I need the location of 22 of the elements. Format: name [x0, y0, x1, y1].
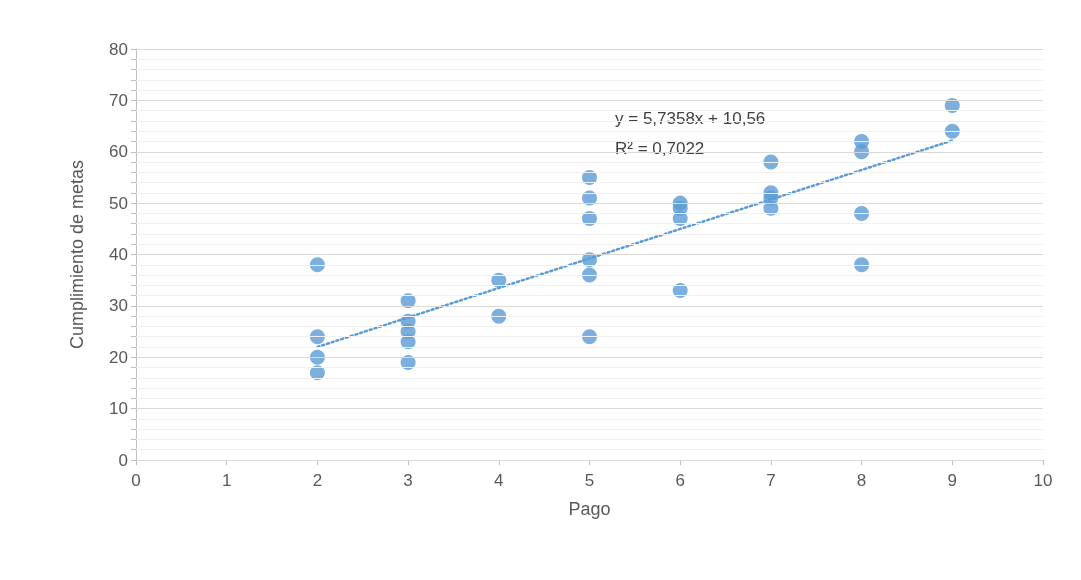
y-tick-label: 70 [109, 90, 128, 110]
x-tick-label: 2 [312, 471, 323, 490]
x-tick-label: 7 [766, 471, 776, 490]
y-axis-title: Cumplimiento de metas [67, 159, 87, 350]
y-tick-label: 60 [109, 142, 128, 162]
y-tick-label: 50 [109, 193, 128, 213]
y-tick-label: 80 [109, 39, 128, 59]
x-tick-label: 10 [1033, 471, 1053, 490]
y-tick-label: 0 [118, 450, 128, 470]
x-tick-label: 4 [494, 471, 504, 490]
x-tick-label: 1 [221, 471, 232, 490]
x-tick-label: 3 [403, 471, 413, 490]
x-axis-title: Pago [568, 499, 611, 519]
y-tick-label: 20 [109, 347, 128, 367]
y-tick-label: 40 [109, 245, 128, 264]
x-tick-label: 8 [856, 471, 867, 490]
x-tick-label: 9 [947, 471, 958, 490]
y-tick-label: 30 [109, 296, 128, 316]
x-tick-label: 6 [675, 471, 685, 490]
x-tick-label: 0 [131, 471, 141, 490]
x-tick-label: 5 [584, 471, 595, 490]
y-tick-label: 10 [109, 399, 128, 419]
